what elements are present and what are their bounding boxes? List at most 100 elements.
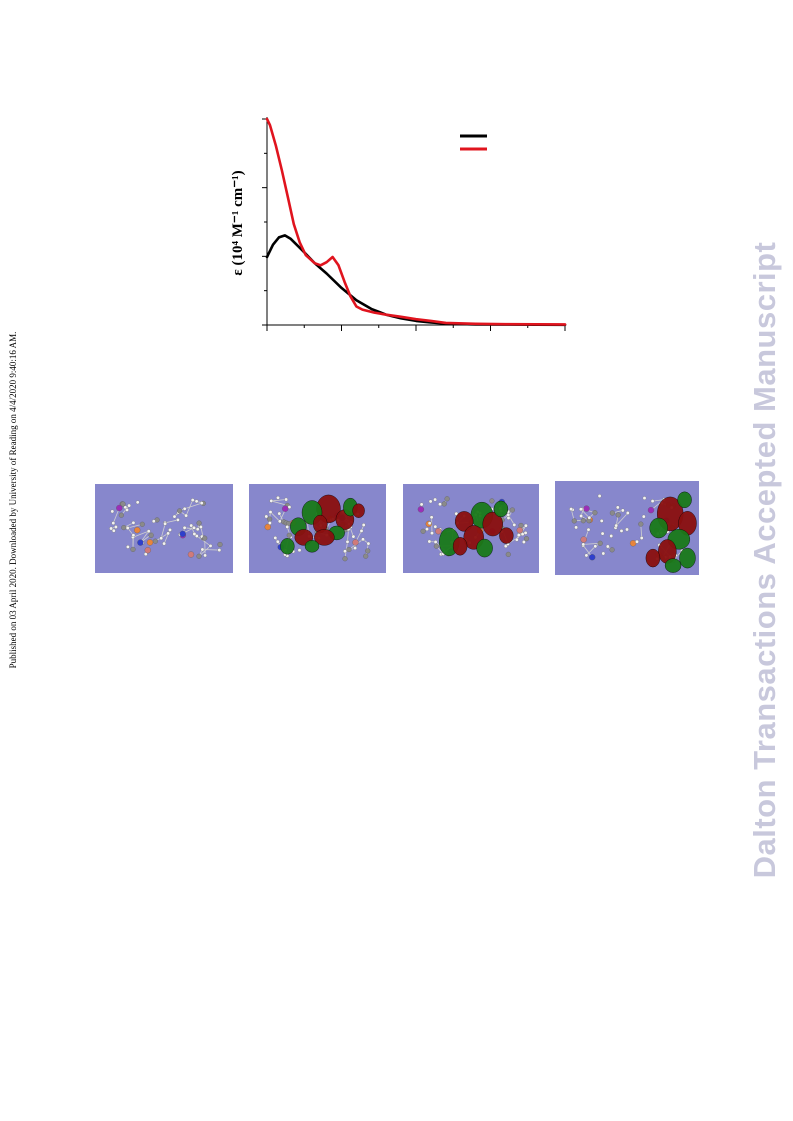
atom	[151, 519, 156, 524]
atom	[208, 544, 213, 548]
atom	[135, 500, 140, 505]
atom	[366, 541, 371, 546]
bond	[164, 519, 178, 524]
atom	[597, 494, 602, 498]
atom	[429, 515, 434, 520]
atom	[342, 556, 348, 562]
atom	[111, 528, 116, 533]
orbital-lobe	[476, 538, 493, 558]
atom	[638, 521, 644, 527]
atom	[276, 495, 280, 500]
atom	[267, 516, 273, 522]
atom	[516, 527, 523, 534]
atom	[116, 504, 123, 512]
orbital-lobe	[499, 527, 514, 544]
chart-axes	[266, 117, 565, 326]
atom	[592, 510, 598, 516]
atom	[192, 532, 197, 536]
atom	[264, 523, 271, 531]
bond	[270, 511, 281, 522]
atom	[277, 511, 282, 516]
orbital-lobe	[482, 511, 503, 537]
atom	[148, 532, 154, 538]
atom	[435, 528, 442, 535]
orbital-lobe	[677, 491, 692, 508]
atom	[615, 505, 620, 510]
atom	[130, 546, 136, 552]
atom	[176, 518, 180, 522]
atom	[182, 506, 187, 511]
atom	[359, 529, 364, 533]
atom	[441, 501, 447, 507]
atom	[200, 547, 205, 552]
orbital-lobe	[280, 538, 295, 555]
atom	[131, 533, 136, 538]
atom	[159, 536, 164, 541]
atom	[619, 529, 624, 533]
atom	[433, 540, 438, 544]
atom	[444, 496, 450, 502]
orbital-lobe	[679, 547, 696, 569]
bond	[132, 530, 149, 538]
atom	[144, 547, 151, 554]
atom	[586, 527, 591, 532]
atom	[275, 539, 280, 544]
atom	[184, 513, 188, 518]
mo-panel-4	[555, 481, 699, 575]
orbital-lobe	[314, 529, 335, 546]
mo-render	[417, 496, 530, 558]
atom	[512, 523, 517, 527]
bond	[271, 500, 288, 506]
atom	[264, 514, 269, 519]
bond	[615, 512, 629, 526]
atom	[642, 496, 647, 500]
atom	[177, 508, 183, 514]
atom	[523, 536, 530, 542]
atom	[419, 502, 424, 507]
atom	[196, 520, 202, 526]
atom	[363, 553, 369, 559]
series-layer	[265, 117, 567, 327]
atom	[609, 510, 615, 516]
atom	[506, 516, 511, 520]
bond	[160, 523, 166, 539]
atom	[137, 539, 144, 546]
atom	[580, 536, 587, 543]
atom	[505, 551, 511, 557]
atom	[120, 501, 126, 507]
atom	[297, 548, 302, 553]
atom	[524, 523, 528, 528]
atom	[343, 549, 347, 554]
atom	[203, 553, 207, 558]
orbital-lobe	[452, 537, 468, 556]
atom	[217, 548, 222, 552]
atom	[269, 499, 274, 503]
atom	[139, 521, 145, 527]
atom	[438, 502, 442, 507]
atom	[118, 512, 124, 518]
atom	[587, 515, 592, 520]
atom	[601, 551, 606, 556]
atom	[614, 523, 619, 528]
atom	[353, 546, 357, 550]
atom	[522, 540, 526, 544]
bond	[184, 527, 198, 530]
atom	[433, 524, 438, 529]
atom	[584, 553, 589, 558]
atom	[194, 499, 199, 504]
atom	[620, 508, 625, 513]
atom	[284, 497, 288, 502]
atom	[417, 506, 425, 513]
mo-panel-2	[249, 484, 386, 573]
download-notice: Published on 03 April 2020. Downloaded b…	[8, 331, 18, 669]
atom	[600, 531, 605, 536]
atom	[427, 521, 432, 526]
atom	[125, 508, 129, 512]
atom	[111, 521, 116, 525]
atom	[268, 510, 273, 514]
atom	[199, 525, 203, 529]
atom	[433, 497, 437, 502]
atom	[574, 525, 578, 530]
atom	[134, 526, 141, 534]
atom	[110, 509, 115, 514]
